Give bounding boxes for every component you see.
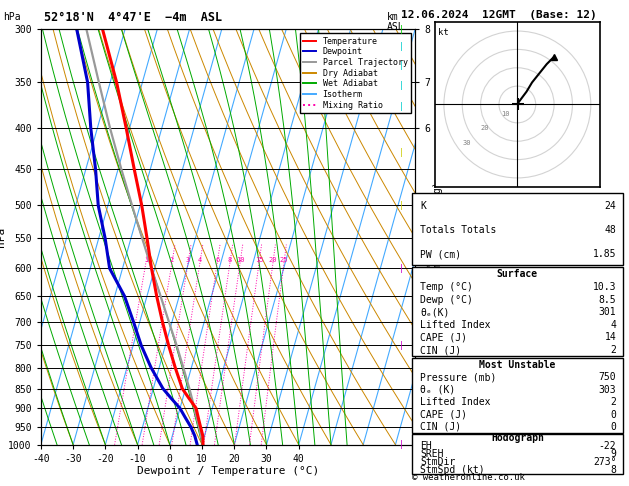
Text: -22: -22	[599, 441, 616, 451]
Text: Temp (°C): Temp (°C)	[420, 282, 473, 292]
Text: |: |	[400, 25, 403, 34]
Text: 48: 48	[604, 225, 616, 235]
Text: Dewp (°C): Dewp (°C)	[420, 295, 473, 305]
Text: 52°18'N  4°47'E  −4m  ASL: 52°18'N 4°47'E −4m ASL	[44, 11, 222, 24]
Text: 303: 303	[599, 385, 616, 395]
Text: © weatheronline.co.uk: © weatheronline.co.uk	[412, 473, 525, 482]
Text: |: |	[400, 264, 403, 273]
X-axis label: Dewpoint / Temperature (°C): Dewpoint / Temperature (°C)	[137, 467, 319, 476]
Text: 1.85: 1.85	[593, 249, 616, 259]
Text: LCL: LCL	[419, 434, 437, 445]
Text: CAPE (J): CAPE (J)	[420, 410, 467, 419]
Text: 10.3: 10.3	[593, 282, 616, 292]
Text: StmSpd (kt): StmSpd (kt)	[420, 465, 485, 475]
Text: 0: 0	[611, 422, 616, 432]
FancyBboxPatch shape	[412, 434, 623, 474]
Y-axis label: Mixing Ratio (g/kg): Mixing Ratio (g/kg)	[433, 181, 443, 293]
FancyBboxPatch shape	[412, 193, 623, 265]
Text: hPa: hPa	[3, 12, 21, 22]
Text: Most Unstable: Most Unstable	[479, 360, 555, 370]
Text: Lifted Index: Lifted Index	[420, 320, 491, 330]
Text: 14: 14	[604, 332, 616, 343]
Text: Surface: Surface	[497, 269, 538, 279]
Text: 3: 3	[186, 257, 190, 262]
Text: K: K	[420, 201, 426, 211]
Text: Lifted Index: Lifted Index	[420, 397, 491, 407]
Text: 2: 2	[611, 397, 616, 407]
Text: 4: 4	[611, 320, 616, 330]
Text: 20: 20	[269, 257, 277, 262]
Text: 9: 9	[611, 450, 616, 459]
Text: 25: 25	[280, 257, 288, 262]
Text: |: |	[400, 341, 403, 350]
FancyBboxPatch shape	[412, 358, 623, 433]
Text: PW (cm): PW (cm)	[420, 249, 462, 259]
Text: CIN (J): CIN (J)	[420, 422, 462, 432]
Text: 30: 30	[462, 140, 470, 146]
Text: Totals Totals: Totals Totals	[420, 225, 497, 235]
Text: 2: 2	[611, 345, 616, 355]
Y-axis label: hPa: hPa	[0, 227, 6, 247]
Text: |: |	[400, 102, 403, 111]
Text: 8.5: 8.5	[599, 295, 616, 305]
Text: StmDir: StmDir	[420, 457, 455, 468]
Text: 301: 301	[599, 307, 616, 317]
Text: 20: 20	[481, 125, 489, 131]
Text: 0: 0	[611, 410, 616, 419]
Text: 4: 4	[198, 257, 202, 262]
Text: 8: 8	[228, 257, 232, 262]
Text: θₑ (K): θₑ (K)	[420, 385, 455, 395]
Text: kt: kt	[438, 28, 449, 37]
Text: 1: 1	[144, 257, 148, 262]
Text: 8: 8	[611, 465, 616, 475]
Text: 750: 750	[599, 372, 616, 382]
Text: |: |	[400, 42, 403, 52]
Text: |: |	[400, 81, 403, 90]
Text: km: km	[387, 12, 399, 22]
Text: |: |	[400, 201, 403, 210]
FancyBboxPatch shape	[412, 267, 623, 356]
Text: CAPE (J): CAPE (J)	[420, 332, 467, 343]
Text: |: |	[400, 148, 403, 157]
Text: 10: 10	[501, 110, 509, 117]
Legend: Temperature, Dewpoint, Parcel Trajectory, Dry Adiabat, Wet Adiabat, Isotherm, Mi: Temperature, Dewpoint, Parcel Trajectory…	[300, 34, 411, 113]
Text: 15: 15	[255, 257, 264, 262]
Text: |: |	[400, 440, 403, 449]
Text: 2: 2	[170, 257, 174, 262]
Text: θₑ(K): θₑ(K)	[420, 307, 450, 317]
Text: Hodograph: Hodograph	[491, 434, 544, 443]
Text: 273°: 273°	[593, 457, 616, 468]
Text: 12.06.2024  12GMT  (Base: 12): 12.06.2024 12GMT (Base: 12)	[401, 10, 596, 20]
Text: 10: 10	[236, 257, 244, 262]
Text: Pressure (mb): Pressure (mb)	[420, 372, 497, 382]
Text: 24: 24	[604, 201, 616, 211]
Text: SREH: SREH	[420, 450, 444, 459]
Text: CIN (J): CIN (J)	[420, 345, 462, 355]
Text: ASL: ASL	[387, 22, 404, 32]
Text: EH: EH	[420, 441, 432, 451]
Text: 6: 6	[215, 257, 220, 262]
Text: |: |	[400, 61, 403, 70]
